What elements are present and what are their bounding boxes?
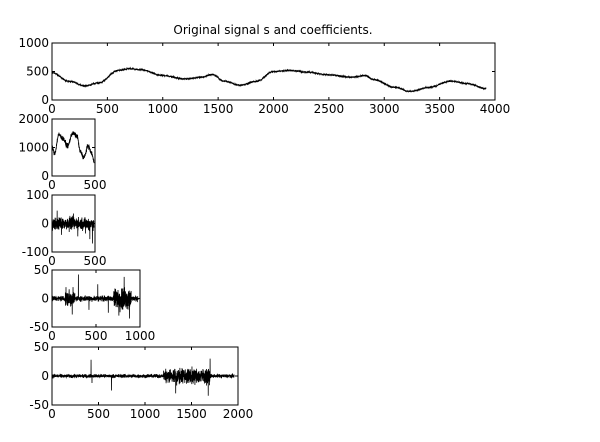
series-line-d4	[52, 210, 95, 244]
x-tick-label: 0	[48, 329, 56, 343]
x-tick-label: 4000	[480, 102, 511, 116]
figure-title: Original signal s and coefficients.	[173, 23, 372, 37]
x-tick-label: 1000	[147, 102, 178, 116]
x-tick-label: 500	[96, 102, 119, 116]
x-tick-label: 1500	[176, 407, 207, 421]
y-tick-label: -100	[22, 245, 49, 259]
y-tick-label: 100	[26, 188, 49, 202]
y-tick-label: -50	[29, 398, 49, 412]
series-line-d3	[52, 274, 139, 319]
y-tick-label: 0	[41, 369, 49, 383]
y-tick-label: 2000	[18, 112, 49, 126]
y-tick-label: -50	[29, 320, 49, 334]
x-tick-label: 1000	[130, 407, 161, 421]
x-tick-label: 3500	[424, 102, 455, 116]
y-tick-label: 0	[41, 292, 49, 306]
x-tick-label: 3000	[369, 102, 400, 116]
x-tick-label: 0	[48, 407, 56, 421]
x-tick-label: 0	[48, 102, 56, 116]
x-tick-label: 500	[85, 329, 108, 343]
series-line-d2	[52, 358, 235, 396]
y-tick-label: 0	[41, 217, 49, 231]
x-tick-label: 2000	[258, 102, 289, 116]
y-tick-label: 0	[41, 169, 49, 183]
x-tick-label: 500	[84, 178, 107, 192]
x-tick-label: 2500	[314, 102, 345, 116]
series-line-a4	[52, 131, 95, 164]
x-tick-label: 500	[87, 407, 110, 421]
subplot-a4: 0 500 0 1000 2000	[18, 112, 106, 192]
y-tick-label: 0	[41, 93, 49, 107]
x-tick-label: 1000	[125, 329, 156, 343]
y-tick-label: 1000	[18, 36, 49, 50]
y-tick-label: 50	[34, 340, 49, 354]
x-tick-label: 500	[84, 254, 107, 268]
x-tick-label: 2000	[223, 407, 254, 421]
subplots: 0 500 1000 1500 2000 2500 3000 3500 400005001000…	[18, 36, 510, 421]
y-tick-label: 1000	[18, 141, 49, 155]
x-tick-label: 0	[48, 254, 56, 268]
series-line-s	[52, 66, 487, 94]
x-tick-label: 0	[48, 178, 56, 192]
y-tick-label: 500	[26, 65, 49, 79]
subplot-s: 0 500 1000 1500 2000 2500 3000 3500 4000 0 500 1000	[18, 36, 510, 116]
x-tick-label: 1500	[203, 102, 234, 116]
y-tick-label: 50	[34, 263, 49, 277]
